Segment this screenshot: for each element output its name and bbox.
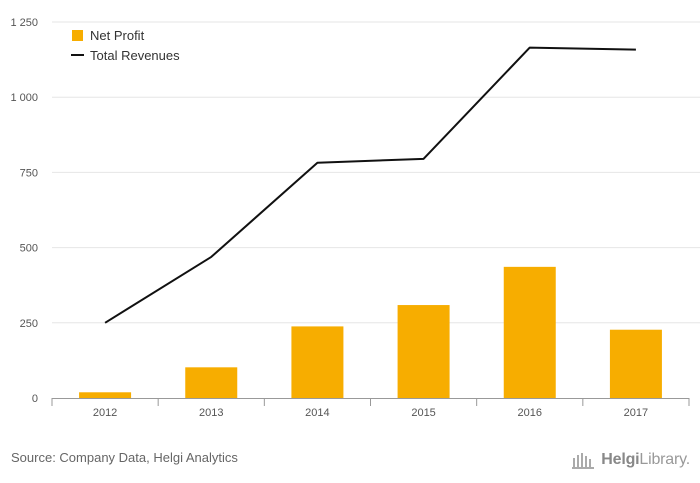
library-building-icon xyxy=(572,453,595,469)
helgi-library-logo: HelgiLibrary. xyxy=(572,448,690,472)
net-profit-bar xyxy=(609,329,662,398)
legend-total-revenues-label: Total Revenues xyxy=(90,48,180,63)
x-tick-label: 2016 xyxy=(518,407,542,419)
x-tick-label: 2017 xyxy=(624,407,648,419)
legend: Net Profit Total Revenues xyxy=(71,28,180,63)
y-tick-label: 0 xyxy=(32,393,38,405)
x-tick-label: 2014 xyxy=(305,407,329,419)
x-tick-label: 2015 xyxy=(411,407,435,419)
net-profit-bars xyxy=(79,266,662,398)
net-profit-bar xyxy=(185,367,238,398)
gridlines xyxy=(52,21,700,324)
brand-suffix: Library. xyxy=(639,451,690,468)
y-tick-label: 250 xyxy=(20,318,38,330)
y-tick-label: 750 xyxy=(20,167,38,179)
net-profit-bar xyxy=(291,326,344,398)
legend-net-profit-swatch xyxy=(72,30,83,41)
y-axis-tick-labels: 0 250 500 750 1 000 1 250 xyxy=(10,17,38,405)
total-revenues-line xyxy=(104,46,636,324)
y-tick-label: 1 250 xyxy=(10,17,38,29)
legend-net-profit-label: Net Profit xyxy=(90,28,145,43)
net-profit-bar xyxy=(503,266,556,398)
x-axis: 2012 2013 2014 2015 2016 2017 xyxy=(51,398,690,419)
y-tick-label: 1 000 xyxy=(10,92,38,104)
total-revenues-line-group xyxy=(104,46,636,324)
y-tick-label: 500 xyxy=(20,243,38,255)
brand-prefix: Helgi xyxy=(601,451,640,468)
x-tick-label: 2013 xyxy=(199,407,223,419)
source-note: Source: Company Data, Helgi Analytics xyxy=(11,450,238,465)
net-profit-bar xyxy=(397,305,450,398)
net-profit-bar xyxy=(79,392,132,398)
x-tick-label: 2012 xyxy=(93,407,117,419)
